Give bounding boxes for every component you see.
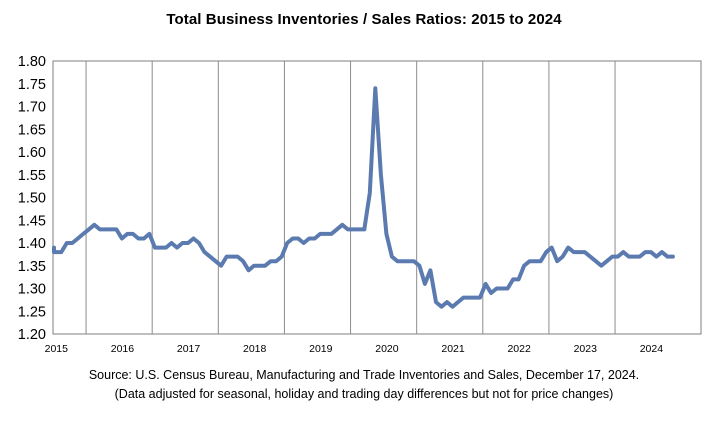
source-caveat-line: (Data adjusted for seasonal, holiday and… [114, 387, 614, 401]
y-tick-label: 1.70 [18, 100, 46, 116]
y-axis-ticks: 1.80 1.75 1.70 1.65 1.60 1.55 1.50 1.45 1.40 1.35… [18, 54, 46, 343]
y-tick-label: 1.35 [18, 259, 46, 275]
x-tick-label: 2019 [309, 343, 333, 355]
x-tick-label: 2015 [45, 343, 69, 355]
plot-frame [52, 60, 702, 335]
series-line [52, 86, 675, 309]
x-tick-label: 2017 [177, 343, 201, 355]
x-tick-label: 2022 [507, 343, 531, 355]
x-tick-label: 2020 [375, 343, 399, 355]
chart-title: Total Business Inventories / Sales Ratio… [166, 11, 562, 28]
plot-area: 1.80 1.75 1.70 1.65 1.60 1.55 1.50 1.45 1.40 1.35… [18, 54, 702, 355]
y-tick-label: 1.30 [18, 282, 46, 298]
y-tick-label: 1.40 [18, 236, 46, 252]
x-axis-ticks: 2015 2016 2017 2018 2019 2020 2021 2022 2023 2024 [45, 343, 664, 355]
y-tick-label: 1.45 [18, 213, 46, 229]
year-gridlines [85, 61, 616, 334]
x-tick-label: 2018 [243, 343, 267, 355]
x-tick-label: 2023 [574, 343, 598, 355]
x-tick-label: 2021 [441, 343, 465, 355]
y-tick-label: 1.60 [18, 145, 46, 161]
x-tick-label: 2024 [640, 343, 664, 355]
source-note: Source: U.S. Census Bureau, Manufacturin… [0, 366, 728, 404]
y-tick-label: 1.80 [18, 54, 46, 70]
y-tick-label: 1.20 [18, 327, 46, 343]
y-tick-label: 1.50 [18, 191, 46, 207]
y-tick-label: 1.75 [18, 77, 46, 93]
y-tick-label: 1.65 [18, 122, 46, 138]
source-line: Source: U.S. Census Bureau, Manufacturin… [88, 368, 640, 382]
x-tick-label: 2016 [111, 343, 135, 355]
y-tick-label: 1.25 [18, 304, 46, 320]
y-tick-label: 1.55 [18, 168, 46, 184]
